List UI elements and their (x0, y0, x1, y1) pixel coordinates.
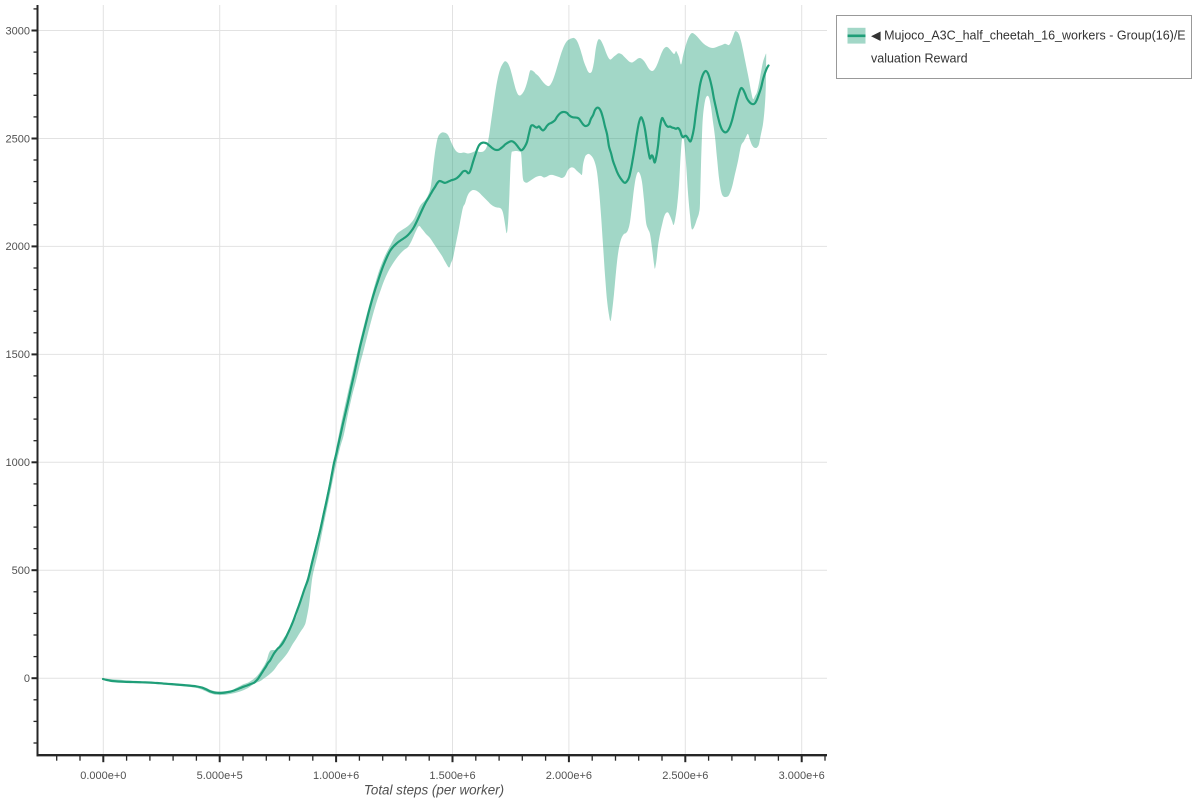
svg-text:1.500e+6: 1.500e+6 (429, 770, 475, 782)
svg-text:2000: 2000 (6, 241, 30, 253)
svg-text:1500: 1500 (6, 349, 30, 361)
svg-text:2500: 2500 (6, 133, 30, 145)
svg-text:valuation Reward: valuation Reward (871, 52, 968, 66)
svg-text:0.000e+0: 0.000e+0 (80, 770, 126, 782)
svg-text:3.000e+6: 3.000e+6 (779, 770, 825, 782)
svg-text:Total steps (per worker): Total steps (per worker) (364, 783, 504, 798)
svg-text:2.000e+6: 2.000e+6 (546, 770, 592, 782)
svg-text:500: 500 (12, 565, 30, 577)
svg-text:5.000e+5: 5.000e+5 (197, 770, 243, 782)
svg-text:0: 0 (24, 673, 30, 685)
svg-text:1.000e+6: 1.000e+6 (313, 770, 359, 782)
svg-text:◀ Mujoco_A3C_half_cheetah_16_w: ◀ Mujoco_A3C_half_cheetah_16_workers - G… (871, 29, 1186, 43)
svg-text:1000: 1000 (6, 457, 30, 469)
svg-text:3000: 3000 (6, 25, 30, 37)
svg-text:2.500e+6: 2.500e+6 (662, 770, 708, 782)
